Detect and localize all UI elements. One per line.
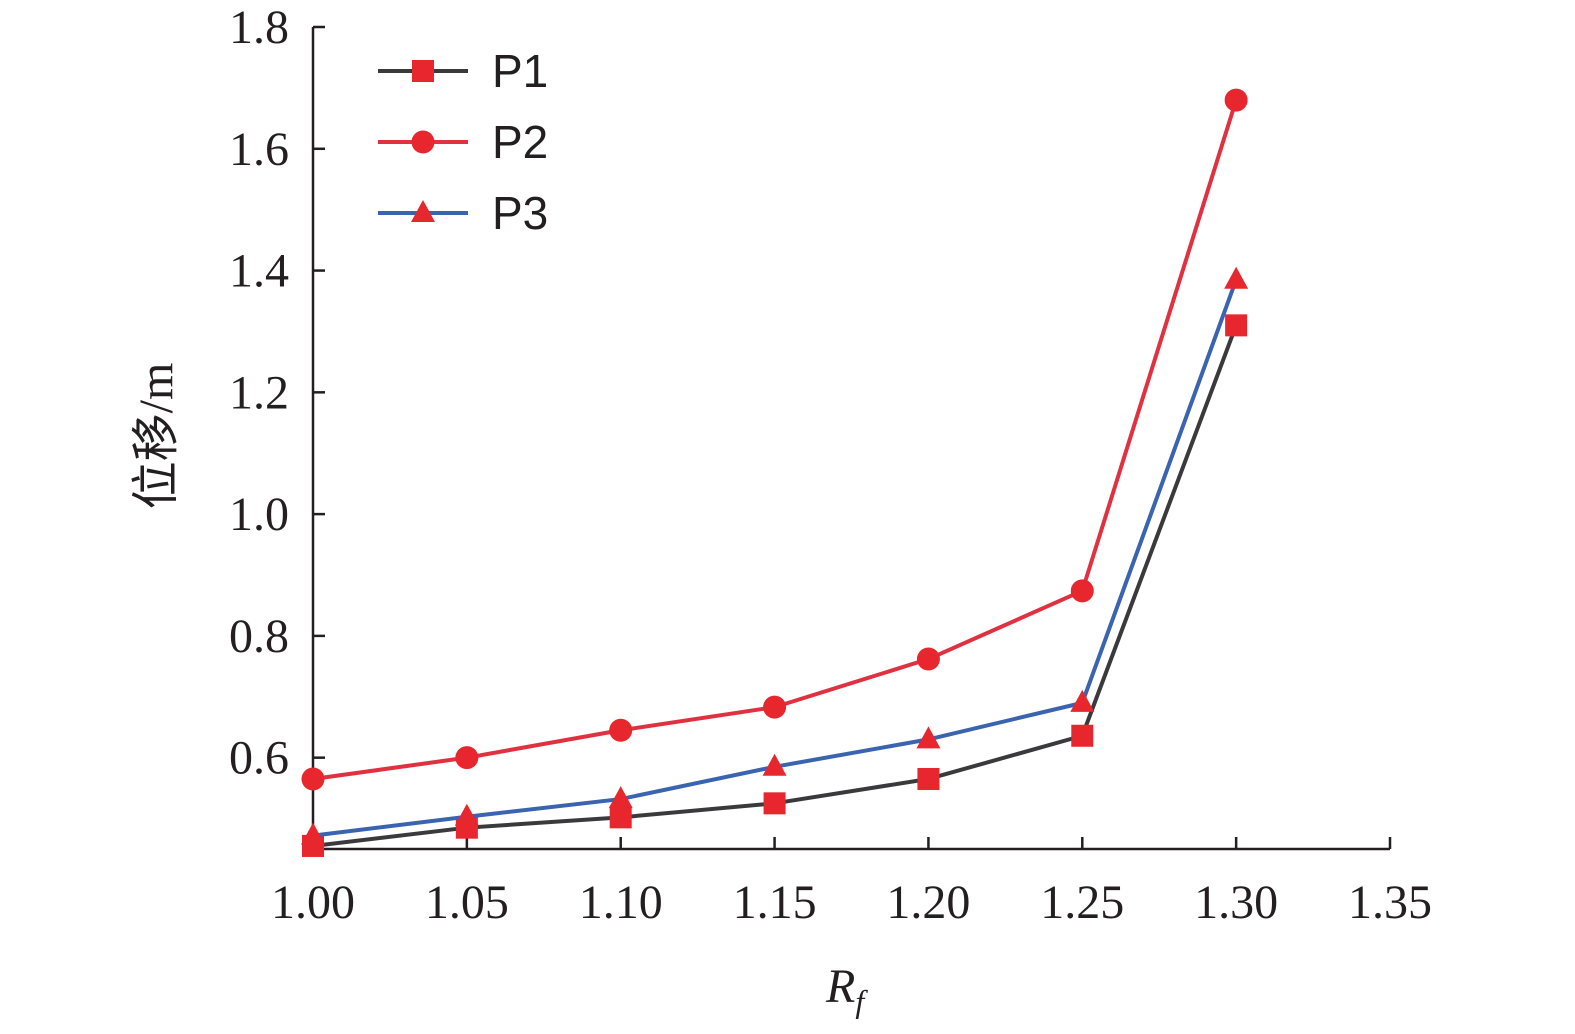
y-tick-label: 0.6	[229, 732, 289, 785]
data-point-p1	[609, 806, 632, 829]
y-tick-label: 1.6	[229, 123, 289, 176]
data-point-p2	[609, 718, 633, 742]
y-tick-label: 1.0	[229, 488, 289, 541]
axes: 1.00 1.05 1.10 1.15 1.20 1.25 1.30 1.35 0.6 0.8 1.…	[229, 1, 1432, 929]
x-tick-label: 1.20	[886, 876, 970, 929]
data-point-p3	[608, 786, 633, 809]
x-tick-label: 1.25	[1040, 876, 1124, 929]
legend-label: P3	[492, 187, 548, 239]
legend-marker	[411, 130, 435, 154]
data-point-p3	[454, 803, 479, 826]
x-tick-label: 1.10	[579, 876, 663, 929]
y-tick-label: 1.4	[229, 245, 289, 298]
x-tick-label: 1.05	[425, 876, 509, 929]
x-axis-title-main: R	[825, 960, 855, 1013]
data-point-p1	[763, 792, 786, 815]
x-tick-label: 1.00	[271, 876, 355, 929]
data-point-p2	[1224, 88, 1248, 112]
series-layer	[301, 88, 1249, 857]
y-tick-label: 1.2	[229, 366, 289, 419]
data-point-p3	[1224, 266, 1249, 289]
series-line-p3	[312, 279, 1239, 838]
series-p1	[302, 314, 1248, 857]
data-point-p1	[1071, 724, 1094, 747]
data-point-p3	[916, 726, 941, 749]
legend: P1 P2 P3	[378, 45, 548, 239]
data-point-p2	[763, 695, 787, 719]
legend-item-p2: P2	[378, 116, 548, 168]
data-point-p2	[455, 746, 479, 770]
x-axis-title-subscript: f	[855, 983, 868, 1019]
x-tick-label: 1.30	[1194, 876, 1278, 929]
data-point-p1	[917, 767, 940, 790]
y-tick-label: 1.8	[229, 1, 289, 54]
legend-label: P2	[492, 116, 548, 168]
x-axis-title: Rf	[825, 960, 868, 1019]
series-line-p2	[312, 99, 1239, 781]
data-point-p2	[916, 647, 940, 671]
legend-marker	[411, 200, 435, 222]
x-tick-label: 1.35	[1348, 876, 1432, 929]
legend-label: P1	[492, 45, 548, 97]
data-point-p2	[301, 767, 325, 791]
data-point-p1	[1225, 314, 1248, 337]
data-point-p3	[301, 822, 325, 845]
y-axis-title: 位移/m	[130, 363, 183, 510]
y-tick-label: 0.8	[229, 610, 289, 663]
data-point-p3	[1070, 689, 1095, 712]
series-p3	[301, 266, 1249, 845]
legend-marker	[412, 60, 434, 82]
data-point-p2	[1070, 579, 1094, 603]
data-point-p3	[762, 753, 787, 776]
legend-item-p3: P3	[378, 187, 548, 239]
legend-item-p1: P1	[378, 45, 548, 97]
x-tick-label: 1.15	[733, 876, 817, 929]
series-p2	[301, 88, 1248, 791]
